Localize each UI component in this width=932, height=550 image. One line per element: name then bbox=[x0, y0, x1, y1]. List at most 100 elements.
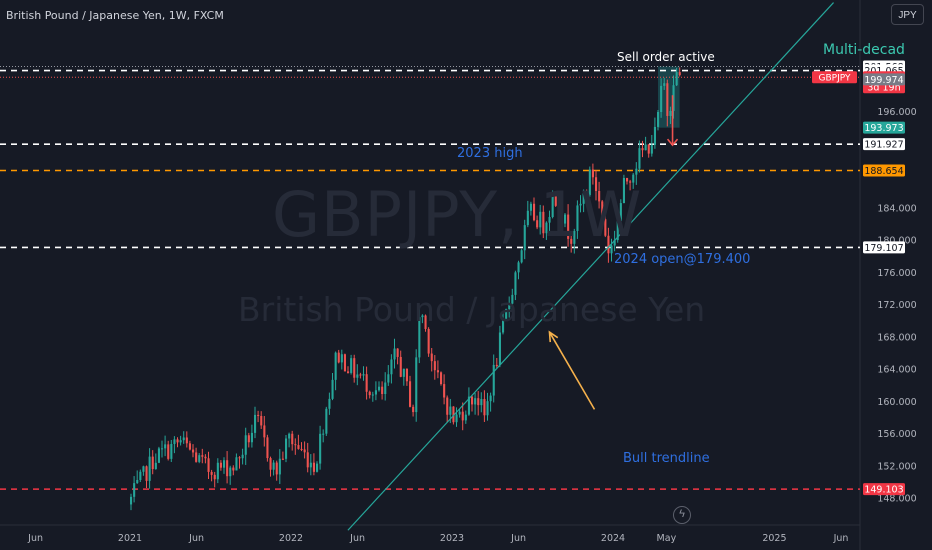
bull-trendline-annotation: Bull trendline bbox=[623, 451, 710, 466]
candle-body bbox=[418, 317, 421, 358]
candle-body bbox=[263, 425, 266, 438]
candle-body bbox=[526, 210, 529, 226]
candle-body bbox=[626, 177, 629, 182]
x-tick-label: May bbox=[657, 533, 677, 544]
candle-body bbox=[371, 394, 374, 396]
y-axis-ticks: 148.000 152.000 156.000 160.000 164.000 168.0… bbox=[877, 107, 916, 505]
price-tag-box bbox=[863, 121, 905, 134]
candle-body bbox=[207, 458, 210, 472]
candle-body bbox=[619, 203, 622, 222]
candle-body bbox=[151, 456, 154, 470]
candle-body bbox=[644, 144, 647, 151]
candle-body bbox=[533, 203, 536, 221]
price-tag-box bbox=[863, 483, 905, 496]
candle-body bbox=[467, 396, 470, 415]
candle-body bbox=[247, 435, 250, 443]
price-tag-box bbox=[863, 164, 905, 177]
candle-body bbox=[337, 352, 340, 363]
candle-body bbox=[359, 374, 362, 376]
y-tick-label: 196.000 bbox=[877, 107, 916, 118]
candle-body bbox=[269, 458, 272, 470]
candle-body bbox=[660, 85, 663, 113]
candle-body bbox=[192, 449, 195, 453]
candle-body bbox=[133, 483, 136, 497]
x-tick-label: 2023 bbox=[440, 533, 464, 544]
candle-body bbox=[179, 440, 182, 443]
candle-body bbox=[272, 462, 275, 470]
candle-body bbox=[365, 374, 368, 392]
candle-body bbox=[582, 193, 585, 204]
candle-body bbox=[216, 462, 219, 480]
candle-body bbox=[508, 303, 511, 310]
sell-arrowhead bbox=[666, 138, 679, 147]
candle-body bbox=[154, 462, 157, 470]
candle-body bbox=[604, 219, 607, 236]
candle-body bbox=[452, 406, 455, 423]
candle-body bbox=[254, 414, 257, 433]
x-tick-label: Jun bbox=[349, 533, 365, 544]
candle-body bbox=[232, 467, 235, 471]
x-tick-label: Jun bbox=[188, 533, 204, 544]
candle-body bbox=[288, 433, 291, 439]
candle-body bbox=[629, 181, 632, 183]
candle-body bbox=[601, 201, 604, 220]
currency-button[interactable]: JPY bbox=[891, 4, 924, 25]
candle-body bbox=[347, 371, 350, 373]
candle-body bbox=[250, 432, 253, 443]
watermark-name: British Pound / Japanese Yen bbox=[238, 290, 706, 329]
candle-body bbox=[458, 411, 461, 415]
price-tag-label: 179.107 bbox=[864, 243, 903, 254]
y-tick-label: 148.000 bbox=[877, 494, 916, 505]
candle-body bbox=[173, 439, 176, 444]
candle-body bbox=[653, 126, 656, 145]
candle-body bbox=[486, 401, 489, 416]
candles bbox=[130, 67, 681, 511]
candle-body bbox=[170, 443, 173, 459]
y-tick-label: 168.000 bbox=[877, 332, 916, 343]
candle-body bbox=[303, 449, 306, 453]
price-tags: 201.568201.065200.2383d 19hGBPJPY199.974… bbox=[812, 60, 905, 496]
candle-body bbox=[393, 348, 396, 360]
candle-body bbox=[520, 250, 523, 263]
candle-body bbox=[136, 480, 139, 484]
candle-body bbox=[340, 354, 343, 363]
candle-body bbox=[492, 364, 495, 396]
candle-body bbox=[387, 374, 390, 383]
candle-body bbox=[610, 245, 613, 254]
candle-body bbox=[502, 318, 505, 333]
candle-body bbox=[328, 398, 331, 409]
candle-body bbox=[598, 190, 601, 202]
candle-body bbox=[198, 455, 201, 462]
bull-trendline bbox=[347, 2, 834, 531]
candle-body bbox=[300, 448, 303, 450]
y-tick-label: 176.000 bbox=[877, 268, 916, 279]
candle-body bbox=[161, 448, 164, 450]
candle-body bbox=[551, 196, 554, 218]
candle-body bbox=[309, 462, 312, 468]
candle-body bbox=[650, 144, 653, 154]
candle-body bbox=[312, 462, 315, 472]
candle-body bbox=[616, 221, 619, 241]
candle-body bbox=[316, 463, 319, 472]
candle-body bbox=[405, 368, 408, 382]
candle-body bbox=[325, 408, 328, 434]
candle-body bbox=[257, 414, 260, 416]
candle-body bbox=[663, 83, 666, 86]
candle-body bbox=[415, 357, 418, 413]
sell-order-annotation: Sell order active bbox=[617, 50, 715, 64]
candle-body bbox=[474, 398, 477, 405]
candle-body bbox=[409, 381, 412, 407]
price-tag-label: 199.974 bbox=[864, 75, 903, 86]
y-tick-label: 152.000 bbox=[877, 461, 916, 472]
candle-body bbox=[244, 435, 247, 455]
candle-body bbox=[343, 354, 346, 372]
candle-body bbox=[226, 460, 229, 477]
candle-body bbox=[446, 397, 449, 415]
candle-body bbox=[130, 496, 133, 505]
candle-body bbox=[678, 72, 681, 76]
tradingview-logo-icon: ϟ bbox=[673, 506, 691, 524]
candle-body bbox=[368, 391, 371, 396]
y-tick-label: 164.000 bbox=[877, 365, 916, 376]
candle-body bbox=[266, 437, 269, 459]
